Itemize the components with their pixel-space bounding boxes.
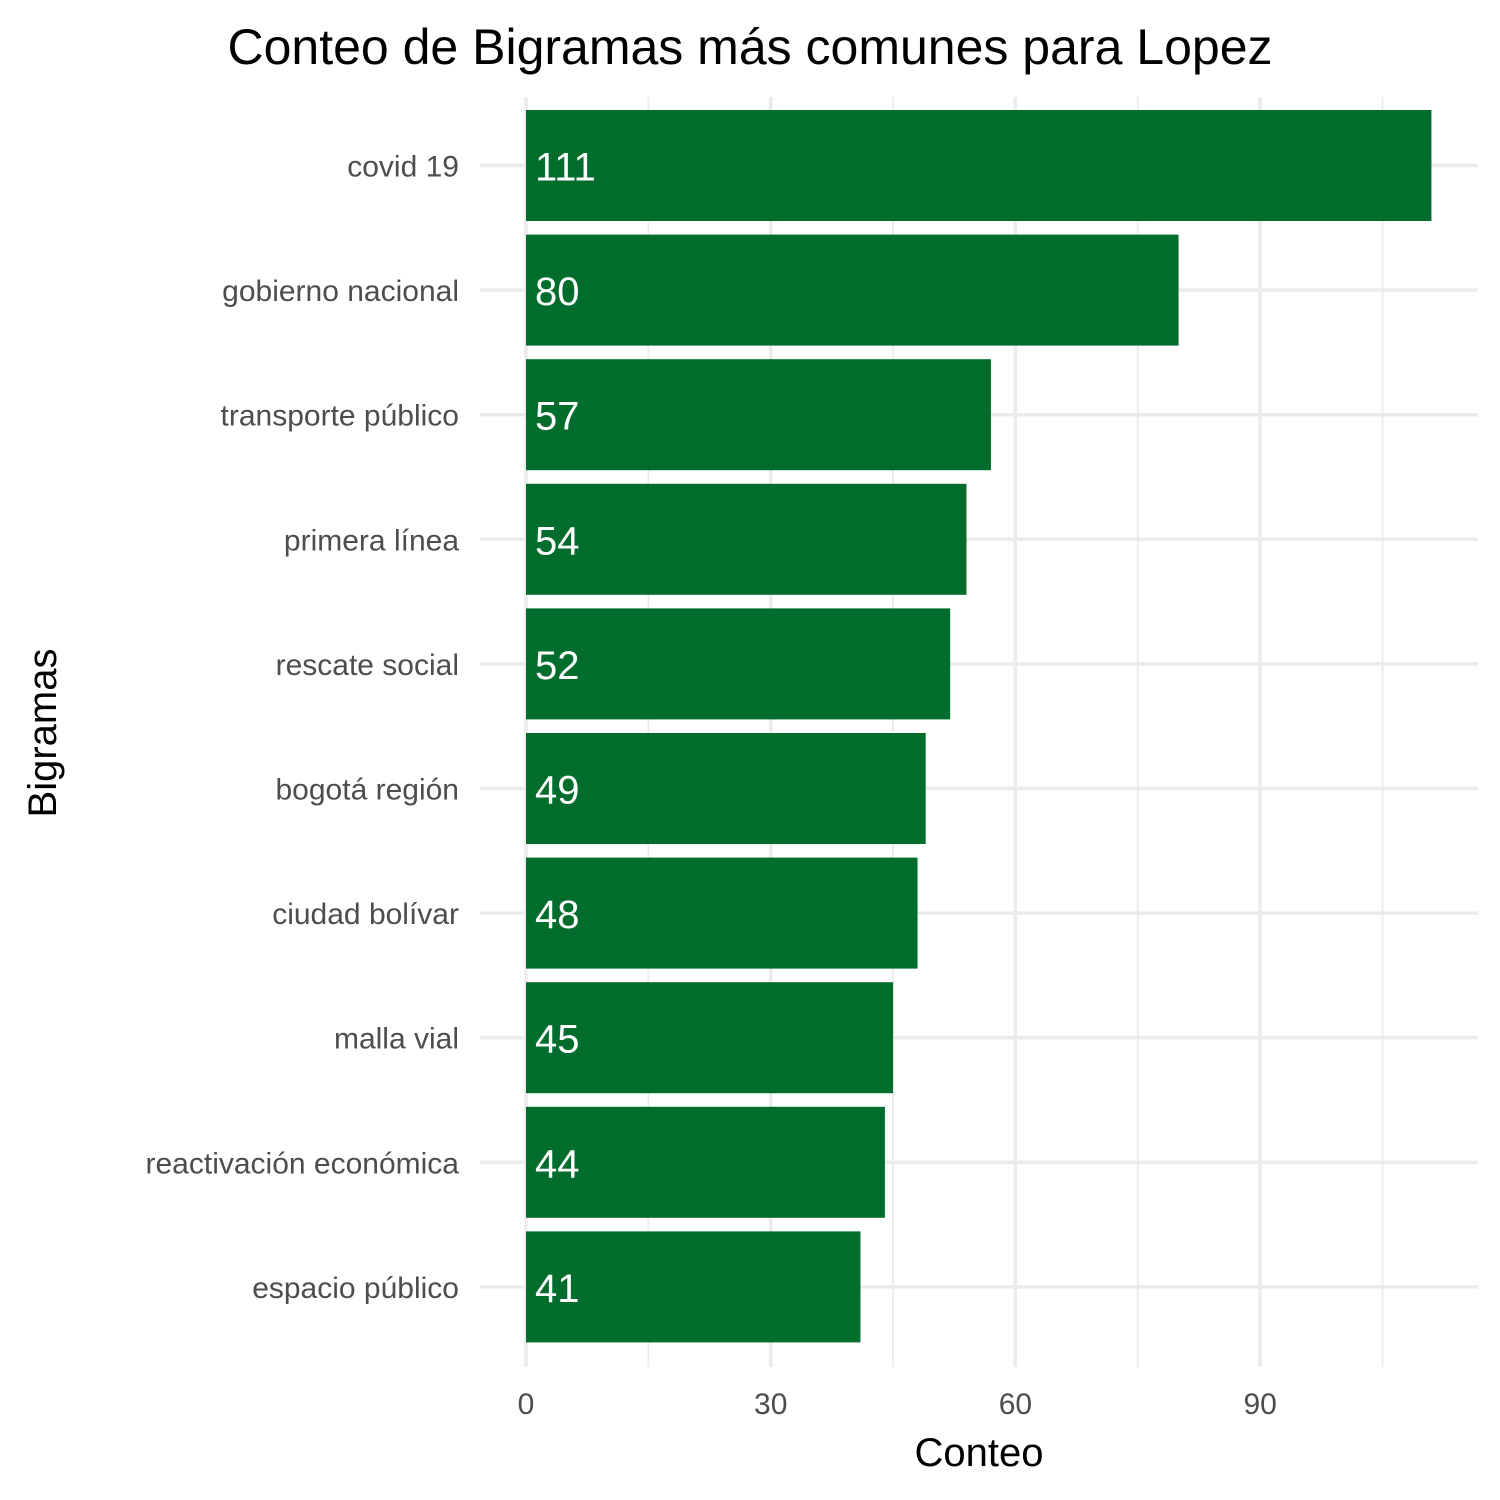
bar	[526, 982, 894, 1094]
bar	[526, 483, 967, 595]
x-tick-label: 90	[1243, 1388, 1276, 1421]
x-tick-label: 30	[754, 1388, 787, 1421]
bar-value-label: 48	[535, 893, 580, 937]
y-tick-label: reactivación económica	[146, 1147, 460, 1180]
y-tick-label: rescate social	[276, 649, 459, 682]
x-axis-title: Conteo	[915, 1431, 1044, 1475]
bar	[526, 1106, 885, 1218]
y-tick-label: gobierno nacional	[222, 275, 459, 308]
bar-value-label: 49	[535, 769, 580, 813]
bar-value-label: 45	[535, 1018, 580, 1062]
bar	[526, 608, 951, 720]
y-tick-label: ciudad bolívar	[272, 898, 459, 931]
bar-value-label: 80	[535, 270, 580, 314]
bar-value-label: 111	[535, 146, 596, 190]
chart-title: Conteo de Bigramas más comunes para Lope…	[227, 19, 1272, 75]
y-tick-label: covid 19	[347, 151, 459, 184]
bar-value-label: 41	[535, 1267, 580, 1311]
y-tick-label: primera línea	[284, 524, 459, 557]
y-tick-labels: covid 19 gobierno nacional transporte públ…	[146, 151, 460, 1305]
bar-value-label: 57	[535, 395, 580, 439]
x-tick-labels: 0 30 60 90	[518, 1388, 1277, 1421]
y-tick-label: transporte público	[221, 400, 459, 433]
bar	[526, 857, 918, 969]
bar	[526, 234, 1179, 346]
data-labels: 111 80 57 54 52 49 48 45 44 41	[535, 146, 596, 1311]
y-tick-label: espacio público	[252, 1272, 459, 1305]
bar	[526, 110, 1432, 221]
y-tick-label: bogotá región	[276, 774, 460, 807]
bars	[526, 110, 1432, 1343]
x-tick-label: 60	[999, 1388, 1032, 1421]
bar-value-label: 44	[535, 1142, 580, 1186]
bar-value-label: 54	[535, 519, 580, 563]
y-tick-label: malla vial	[334, 1023, 459, 1056]
y-axis-title: Bigramas	[21, 649, 65, 818]
bar	[526, 733, 926, 844]
bar	[526, 359, 991, 471]
bar-value-label: 52	[535, 644, 580, 688]
bar	[526, 1231, 861, 1343]
x-tick-label: 0	[518, 1388, 535, 1421]
